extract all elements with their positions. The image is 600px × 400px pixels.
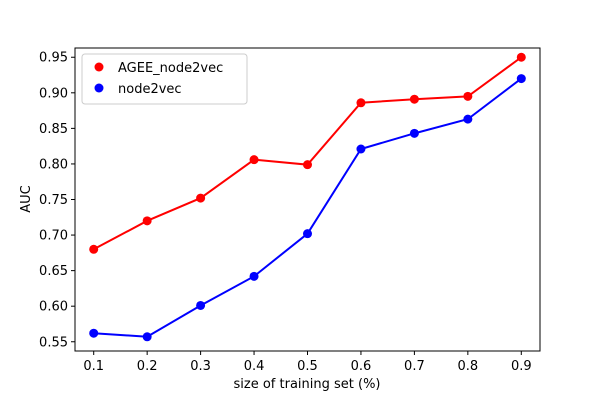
y-axis-ticks: 0.55 0.60 0.65 0.70 0.75 0.80 0.85 0.90 0.95 — [39, 51, 75, 350]
y-tick-label: 0.90 — [39, 86, 68, 101]
y-tick-label: 0.55 — [39, 335, 68, 350]
data-point-agee-node2vec — [463, 91, 473, 101]
data-point-node2vec — [249, 271, 259, 281]
data-point-agee-node2vec — [249, 155, 259, 165]
data-point-node2vec — [89, 328, 99, 338]
data-point-agee-node2vec — [356, 98, 366, 108]
legend: AGEE_node2vec node2vec — [81, 53, 248, 105]
x-axis-label: size of training set (%) — [234, 377, 381, 392]
x-tick-label: 0.2 — [137, 359, 158, 374]
y-tick-label: 0.60 — [39, 300, 68, 315]
x-tick-label: 0.3 — [190, 359, 211, 374]
x-tick-label: 0.5 — [297, 359, 318, 374]
legend-box — [81, 53, 248, 105]
legend-label-node2vec: node2vec — [118, 82, 182, 97]
y-tick-label: 0.95 — [39, 51, 68, 66]
x-tick-label: 0.4 — [244, 359, 265, 374]
x-tick-label: 0.6 — [351, 359, 372, 374]
x-tick-label: 0.8 — [458, 359, 479, 374]
legend-marker-node2vec — [94, 83, 104, 93]
series-layer — [89, 52, 526, 342]
data-point-agee-node2vec — [409, 94, 419, 104]
x-tick-label: 0.9 — [511, 359, 532, 374]
y-tick-label: 0.65 — [39, 264, 68, 279]
data-point-node2vec — [356, 144, 366, 154]
data-point-agee-node2vec — [89, 244, 99, 254]
y-axis-label: AUC — [19, 185, 34, 213]
data-point-agee-node2vec — [196, 193, 206, 203]
series-line-node2vec — [93, 77, 522, 338]
data-point-node2vec — [196, 300, 206, 310]
data-point-agee-node2vec — [142, 216, 152, 226]
data-point-node2vec — [303, 229, 312, 239]
data-point-node2vec — [409, 128, 419, 138]
x-axis-ticks: 0.1 0.2 0.3 0.4 0.5 0.6 0.7 0.8 0.9 — [83, 351, 532, 374]
data-point-node2vec — [142, 332, 152, 342]
y-tick-label: 0.80 — [39, 157, 68, 172]
y-tick-label: 0.75 — [39, 193, 68, 208]
y-tick-label: 0.85 — [39, 122, 68, 137]
data-point-node2vec — [516, 74, 526, 84]
data-point-agee-node2vec — [516, 52, 526, 62]
data-point-node2vec — [463, 114, 473, 124]
y-tick-label: 0.70 — [39, 229, 68, 244]
data-point-agee-node2vec — [303, 160, 312, 170]
legend-marker-agee — [94, 62, 104, 72]
legend-label-agee: AGEE_node2vec — [118, 61, 223, 76]
x-tick-label: 0.1 — [83, 359, 104, 374]
x-tick-label: 0.7 — [404, 359, 425, 374]
